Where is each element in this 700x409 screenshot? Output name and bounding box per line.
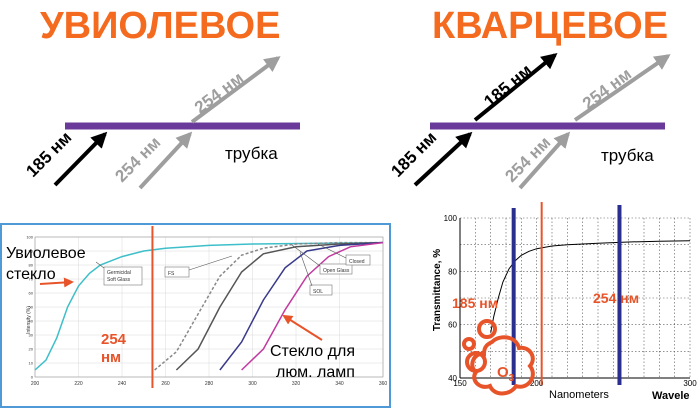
left-chart-frame [0, 223, 391, 408]
right-ytick-label: 60 [448, 321, 457, 330]
left-xtick-label: 300 [248, 381, 257, 387]
left-ytick-label: 0 [31, 375, 34, 380]
right-series-line-1 [490, 240, 691, 333]
left-uv-diagram: 185 нм 254 нм 254 нм трубка [22, 56, 300, 190]
left-ytick-label: 100 [26, 235, 33, 240]
label-box-fs-text: FS [168, 271, 175, 277]
right-chart-label-254: 254 нм [593, 290, 639, 306]
left-xtick-label: 240 [118, 381, 127, 387]
annotation-lamp-arrow [282, 314, 323, 341]
left-xtick-label: 340 [335, 381, 344, 387]
right-ytick-label: 40 [448, 374, 457, 383]
right-chart: 40 60 80 100 150 200 300 Transmittance, % Nan… [432, 202, 697, 402]
left-xtick-label: 320 [292, 381, 301, 387]
label-box-germicidal-line2: Soft Glass [107, 277, 131, 283]
right-185-arrow-in [413, 131, 473, 187]
title-left: УВИОЛЕВОЕ [40, 5, 280, 47]
annotation-254-line2: нм [101, 349, 121, 366]
right-chart-ylabel: Transmittance, % [432, 249, 443, 331]
annotation-lamp-line1: Стекло для [270, 343, 355, 360]
right-xtick-label: 300 [683, 379, 697, 388]
right-xtick-label: 200 [530, 379, 544, 388]
right-quartz-diagram: 185 нм 185 нм 254 нм 254 нм трубка [387, 52, 671, 190]
left-ytick-label: 30 [29, 333, 34, 338]
right-chart-label-185: 185 нм [452, 295, 498, 311]
left-254-arrow-in [138, 131, 193, 190]
right-254-arrow-in [518, 131, 571, 190]
left-185-arrow [53, 131, 108, 187]
right-185-arrow-out [473, 52, 558, 122]
right-ytick-label: 80 [448, 267, 457, 276]
leader-closed [317, 243, 347, 259]
right-chart-xlabel: Nanometers [549, 389, 609, 401]
right-chart-wavelength-label: Wavele [652, 390, 690, 402]
right-tube-label: трубка [601, 146, 654, 165]
right-254-arrow-out [573, 54, 671, 122]
leader-fs [188, 255, 233, 271]
leader-open-glass [291, 244, 321, 267]
label-box-open-glass-text: Open Glass [323, 268, 350, 274]
right-xtick-label: 150 [453, 379, 467, 388]
left-xtick-label: 360 [379, 381, 388, 387]
left-series-line-5 [241, 241, 384, 371]
left-xtick-label: 280 [205, 381, 214, 387]
left-xtick-label: 220 [74, 381, 83, 387]
label-box-sol: SOL [309, 284, 333, 296]
left-series-line-2 [154, 241, 383, 371]
left-tube-label: трубка [225, 144, 278, 163]
left-ytick-label: 20 [29, 347, 34, 352]
left-label-254-out: 254 нм [191, 68, 247, 117]
left-chart-ylabel: Intensity (%) [26, 306, 32, 334]
left-series-line-3 [175, 241, 384, 371]
left-series-line-4 [219, 241, 384, 371]
left-plot-area [34, 236, 384, 378]
label-box-germicidal: Germicidal Soft Glass [103, 266, 143, 286]
label-box-closed: Closed [345, 254, 371, 266]
left-254-arrow-out [190, 56, 281, 124]
label-box-fs: FS [164, 266, 190, 278]
annotation-uviol-arrow [39, 277, 74, 288]
annotation-lamp-line2: люм. ламп [276, 364, 355, 381]
label-box-germicidal-line1: Germicidal [107, 270, 131, 276]
left-chart: 200 220 240 260 280 300 320 340 360 0 10 20 30 40 50 6… [0, 223, 391, 408]
ozone-label: O3 [497, 364, 515, 384]
left-ytick-label: 50 [29, 305, 34, 310]
left-ytick-label: 70 [29, 277, 34, 282]
left-xtick-label: 200 [31, 381, 40, 387]
left-ytick-label: 10 [29, 361, 34, 366]
annotation-uviol-line2: стекло [6, 266, 56, 283]
leader-germicidal [95, 261, 105, 269]
left-label-254-in: 254 нм [111, 133, 164, 186]
left-ytick-label: 80 [29, 263, 34, 268]
label-box-sol-text: SOL [313, 289, 323, 295]
ozone-bubbles-icon [462, 319, 535, 396]
right-label-185-in: 185 нм [387, 128, 440, 181]
label-box-closed-text: Closed [349, 259, 365, 265]
title-right: КВАРЦЕВОЕ [432, 5, 668, 47]
annotation-254-line1: 254 [101, 331, 127, 348]
leader-sol [299, 251, 313, 287]
left-xtick-label: 260 [161, 381, 170, 387]
left-ytick-label: 60 [29, 291, 34, 296]
label-box-open-glass: Open Glass [319, 263, 353, 275]
left-ytick-label: 90 [29, 249, 34, 254]
right-label-185-out: 185 нм [480, 61, 535, 112]
left-ytick-label: 40 [29, 319, 34, 324]
right-ytick-label: 100 [444, 214, 458, 223]
annotation-uviol-line1: Увиолевое [6, 245, 86, 262]
right-label-254-out: 254 нм [579, 64, 635, 113]
